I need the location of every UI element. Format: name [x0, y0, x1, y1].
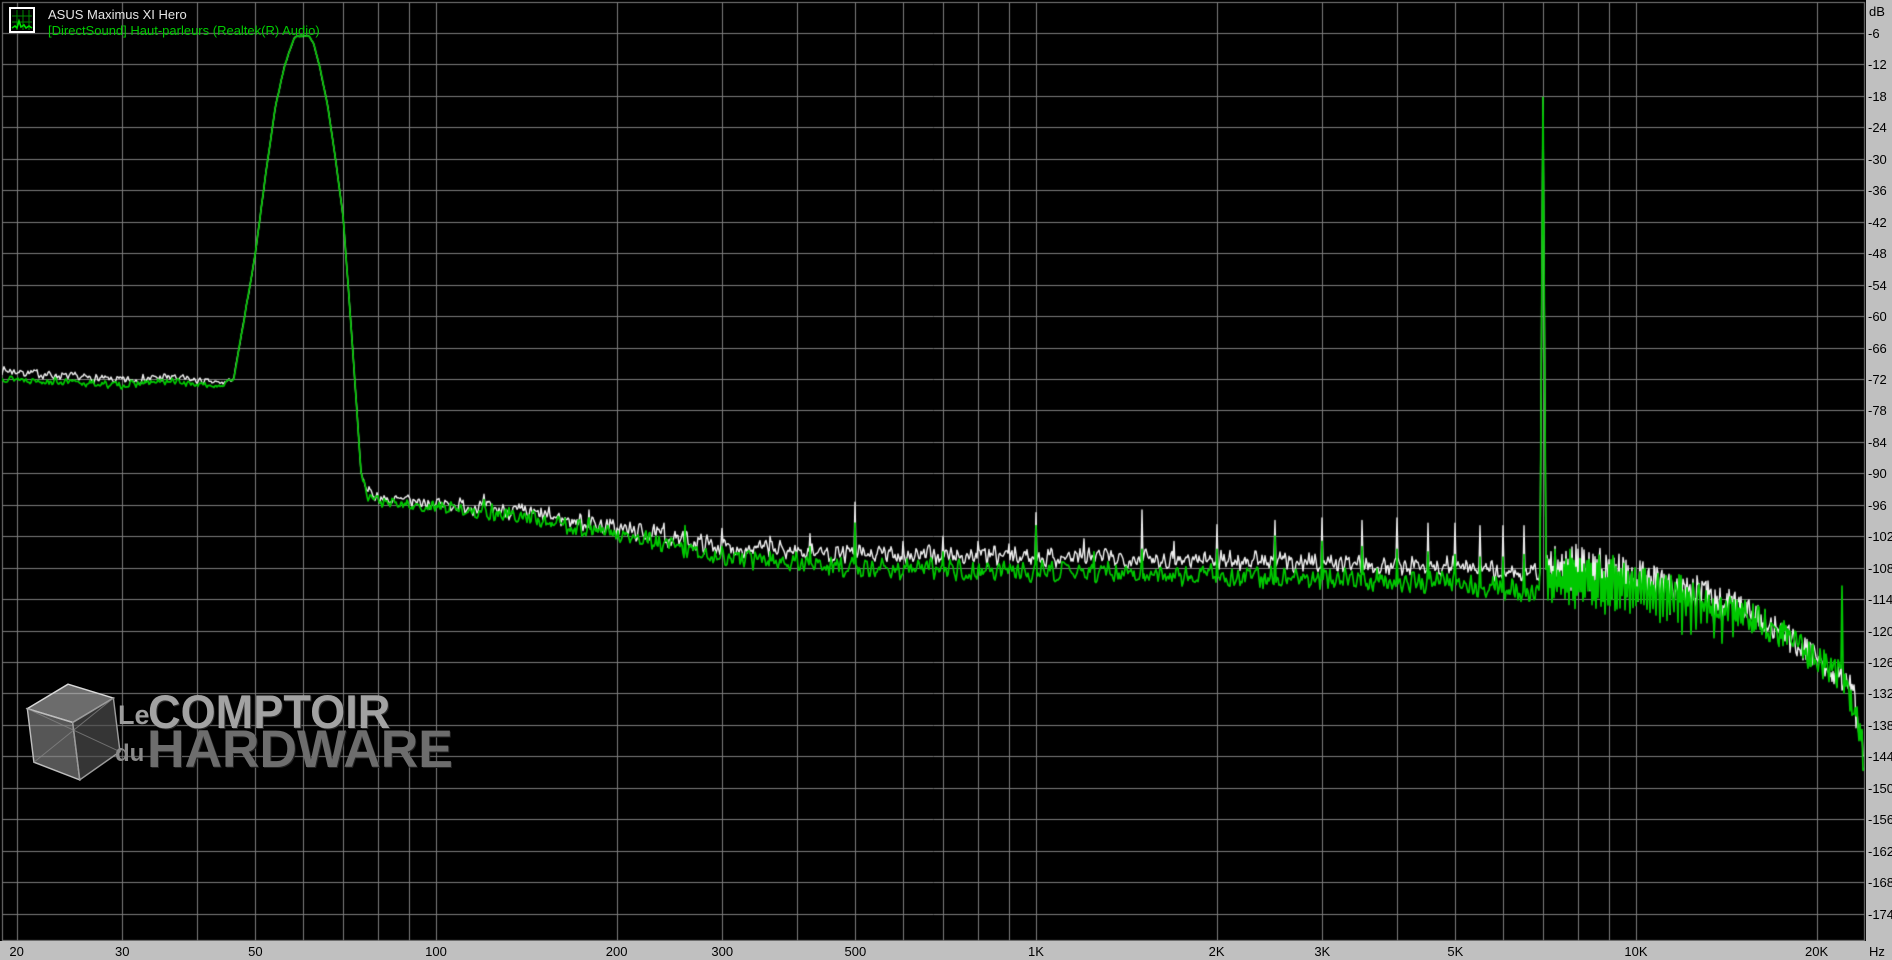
x-tick-label: 20K: [1805, 944, 1829, 959]
y-axis-unit-label: dB: [1869, 4, 1885, 19]
y-tick-label: -144: [1868, 749, 1892, 765]
y-tick-label: -54: [1868, 277, 1887, 293]
x-tick-label: 10K: [1624, 944, 1648, 959]
x-tick-label: 5K: [1447, 944, 1464, 959]
watermark-logo: Le COMPTOIR du HARDWARE: [22, 678, 482, 788]
watermark-word-hardware: HARDWARE: [147, 720, 453, 779]
x-tick-label: 100: [425, 944, 447, 959]
y-tick-label: -162: [1868, 843, 1892, 859]
y-tick-label: -30: [1868, 151, 1887, 167]
y-tick-label: -48: [1868, 246, 1887, 262]
y-tick-label: -96: [1868, 497, 1887, 513]
y-tick-label: -156: [1868, 812, 1892, 828]
cube-logo-icon: [25, 683, 121, 782]
x-tick-label: 2K: [1208, 944, 1225, 959]
x-tick-label: 500: [844, 944, 867, 959]
x-tick-label: 1K: [1028, 944, 1044, 959]
y-tick-label: -138: [1868, 717, 1892, 733]
y-tick-label: -108: [1868, 560, 1892, 576]
y-tick-label: -90: [1868, 466, 1887, 482]
x-tick-label: 30: [115, 944, 130, 959]
legend: ASUS Maximus XI Hero [DirectSound] Haut-…: [9, 7, 320, 39]
y-axis-gutter: [1866, 0, 1892, 960]
y-tick-label: -66: [1868, 340, 1887, 356]
y-tick-label: -36: [1868, 183, 1887, 199]
x-tick-label: 300: [711, 944, 734, 959]
x-tick-label: 50: [248, 944, 263, 959]
y-tick-label: -126: [1868, 655, 1892, 670]
y-tick-label: -132: [1868, 686, 1892, 702]
y-tick-label: -174: [1868, 906, 1892, 922]
y-tick-label: -18: [1868, 88, 1887, 104]
y-tick-label: -84: [1868, 434, 1887, 450]
y-tick-label: -150: [1868, 780, 1892, 796]
y-tick-label: -102: [1868, 529, 1892, 545]
x-axis-gutter: [0, 941, 1866, 960]
x-axis-unit-label: Hz: [1869, 944, 1885, 959]
watermark-word-le: Le: [118, 700, 150, 730]
y-tick-label: -60: [1868, 309, 1887, 325]
legend-device-title: ASUS Maximus XI Hero: [48, 7, 187, 22]
y-tick-label: -120: [1868, 623, 1892, 639]
y-tick-label: -72: [1868, 371, 1887, 387]
y-tick-label: -168: [1868, 875, 1892, 891]
spectrum-plot: [0, 0, 1866, 941]
x-tick-label: 3K: [1314, 944, 1331, 959]
x-tick-label: 200: [605, 944, 628, 959]
watermark-word-comptoir: COMPTOIR: [148, 685, 391, 738]
y-tick-label: -6: [1868, 26, 1880, 41]
y-tick-label: -24: [1868, 120, 1887, 136]
y-tick-label: -42: [1868, 214, 1887, 230]
spectrum-thumbnail-icon: [9, 7, 35, 33]
legend-driver-subtitle: [DirectSound] Haut-parleurs (Realtek(R) …: [48, 23, 320, 38]
y-tick-label: -114: [1868, 592, 1892, 608]
watermark-word-du: du: [115, 740, 145, 767]
y-tick-label: -78: [1868, 403, 1887, 419]
x-tick-label: 20: [9, 944, 24, 959]
y-tick-label: -12: [1868, 57, 1887, 73]
